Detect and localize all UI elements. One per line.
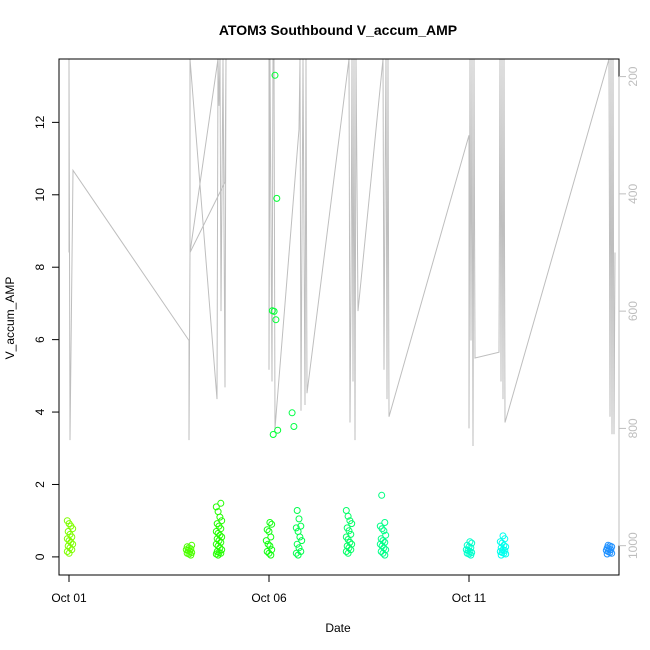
data-point: [298, 537, 306, 545]
data-point: [265, 549, 273, 557]
data-point: [273, 194, 281, 202]
data-point: [292, 524, 300, 532]
data-point: [497, 551, 505, 559]
data-point: [266, 542, 274, 550]
y2-tick-label: 400: [626, 184, 640, 204]
data-point: [603, 550, 611, 558]
data-point: [63, 548, 71, 555]
data-point: [272, 316, 280, 324]
data-point: [264, 540, 272, 548]
data-point: [344, 549, 352, 557]
data-point: [297, 522, 305, 530]
data-point: [269, 431, 277, 438]
data-point: [270, 307, 278, 315]
data-point: [212, 528, 220, 535]
data-point: [381, 551, 389, 559]
data-point: [608, 549, 616, 557]
data-point: [465, 550, 473, 558]
data-point: [293, 540, 301, 548]
data-point: [296, 533, 304, 541]
data-point: [268, 520, 276, 528]
data-point: [212, 550, 220, 558]
x-tick-label: Oct 11: [452, 591, 487, 605]
data-point: [185, 550, 193, 558]
data-point: [498, 539, 506, 547]
data-point: [602, 546, 610, 554]
data-point: [496, 538, 504, 546]
y2-tick-label: 200: [626, 66, 640, 86]
y2-tick-label: 800: [626, 418, 640, 438]
data-point: [345, 527, 353, 535]
data-point: [216, 513, 224, 521]
y-axis-label: V_accum_AMP: [3, 277, 17, 360]
y-tick-label: 4: [33, 408, 47, 415]
y-tick-label: 0: [33, 553, 47, 560]
data-point: [378, 491, 386, 499]
data-point: [267, 551, 275, 559]
data-point: [344, 512, 352, 520]
data-point: [274, 426, 282, 434]
data-point: [212, 503, 220, 511]
data-point: [295, 515, 303, 523]
data-point: [263, 526, 271, 534]
data-point: [467, 551, 475, 559]
data-point: [187, 551, 195, 559]
data-point: [377, 548, 385, 555]
data-point: [381, 519, 389, 526]
data-point: [294, 551, 302, 559]
data-point: [292, 549, 300, 557]
x-tick-label: Oct 01: [51, 591, 87, 605]
x-axis-label: Date: [325, 621, 351, 635]
plot-area: Oct 01 Oct 06 Oct 11 0 2 4 6 8 10 12 200 400 600 800 1…: [33, 58, 640, 605]
x-tick-label: Oct 06: [251, 591, 287, 605]
data-point: [293, 507, 301, 514]
data-point: [379, 549, 387, 557]
data-point: [290, 423, 298, 430]
y-tick-label: 10: [33, 188, 47, 202]
data-point: [380, 527, 388, 535]
data-point: [266, 519, 274, 526]
y-tick-label: 2: [33, 481, 47, 488]
y-tick-label: 12: [33, 115, 47, 129]
data-point: [378, 525, 386, 533]
data-point: [382, 531, 390, 539]
data-point: [342, 548, 350, 555]
data-point: [376, 540, 384, 548]
y-tick-label: 8: [33, 264, 47, 271]
data-point: [288, 409, 296, 417]
data-point: [295, 544, 303, 552]
data-point: [502, 550, 510, 558]
data-point: [212, 540, 220, 548]
y2-tick-label: 1000: [626, 532, 640, 559]
data-point: [263, 548, 271, 555]
data-point: [65, 549, 73, 557]
data-point: [217, 499, 225, 507]
data-point: [348, 520, 356, 528]
y-tick-label: 6: [33, 336, 47, 343]
data-point: [342, 507, 350, 514]
data-point: [63, 535, 71, 543]
data-point: [262, 537, 270, 545]
grey-line-series: [68, 58, 616, 447]
data-point: [267, 533, 275, 541]
data-point: [214, 551, 222, 559]
data-point: [271, 71, 279, 79]
y2-tick-label: 600: [626, 301, 640, 321]
chart-title: ATOM3 Southbound V_accum_AMP: [219, 22, 457, 38]
